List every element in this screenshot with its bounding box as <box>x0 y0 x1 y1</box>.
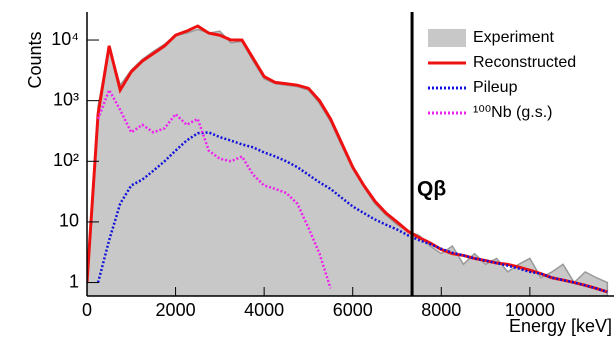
y-tick-label: 10 <box>59 211 79 231</box>
x-axis-label: Energy [keV] <box>509 316 612 336</box>
series-line <box>96 87 332 289</box>
annotation: Qβ <box>417 178 446 201</box>
x-tick-label: 6000 <box>333 300 373 320</box>
legend-swatch <box>428 29 466 47</box>
x-tick-label: 10000 <box>505 300 555 320</box>
y-tick-label: 1 <box>69 271 79 291</box>
legend-label: ¹⁰⁰Nb (g.s.) <box>473 104 553 121</box>
legend-label: Experiment <box>473 29 554 46</box>
series-line <box>96 131 608 294</box>
plot-area <box>87 24 609 296</box>
y-tick-label: 10² <box>53 150 79 170</box>
x-tick-label: 2000 <box>156 300 196 320</box>
legend-label: Reconstructed <box>473 54 576 71</box>
x-tick-label: 4000 <box>244 300 284 320</box>
y-axis-label: Counts <box>25 31 45 88</box>
y-tick-label: 10⁴ <box>51 29 79 49</box>
y-tick-label: 10³ <box>53 89 79 109</box>
legend-label: Pileup <box>473 79 518 96</box>
x-tick-label: 8000 <box>421 300 461 320</box>
series-line <box>87 24 608 294</box>
x-tick-label: 0 <box>82 300 92 320</box>
